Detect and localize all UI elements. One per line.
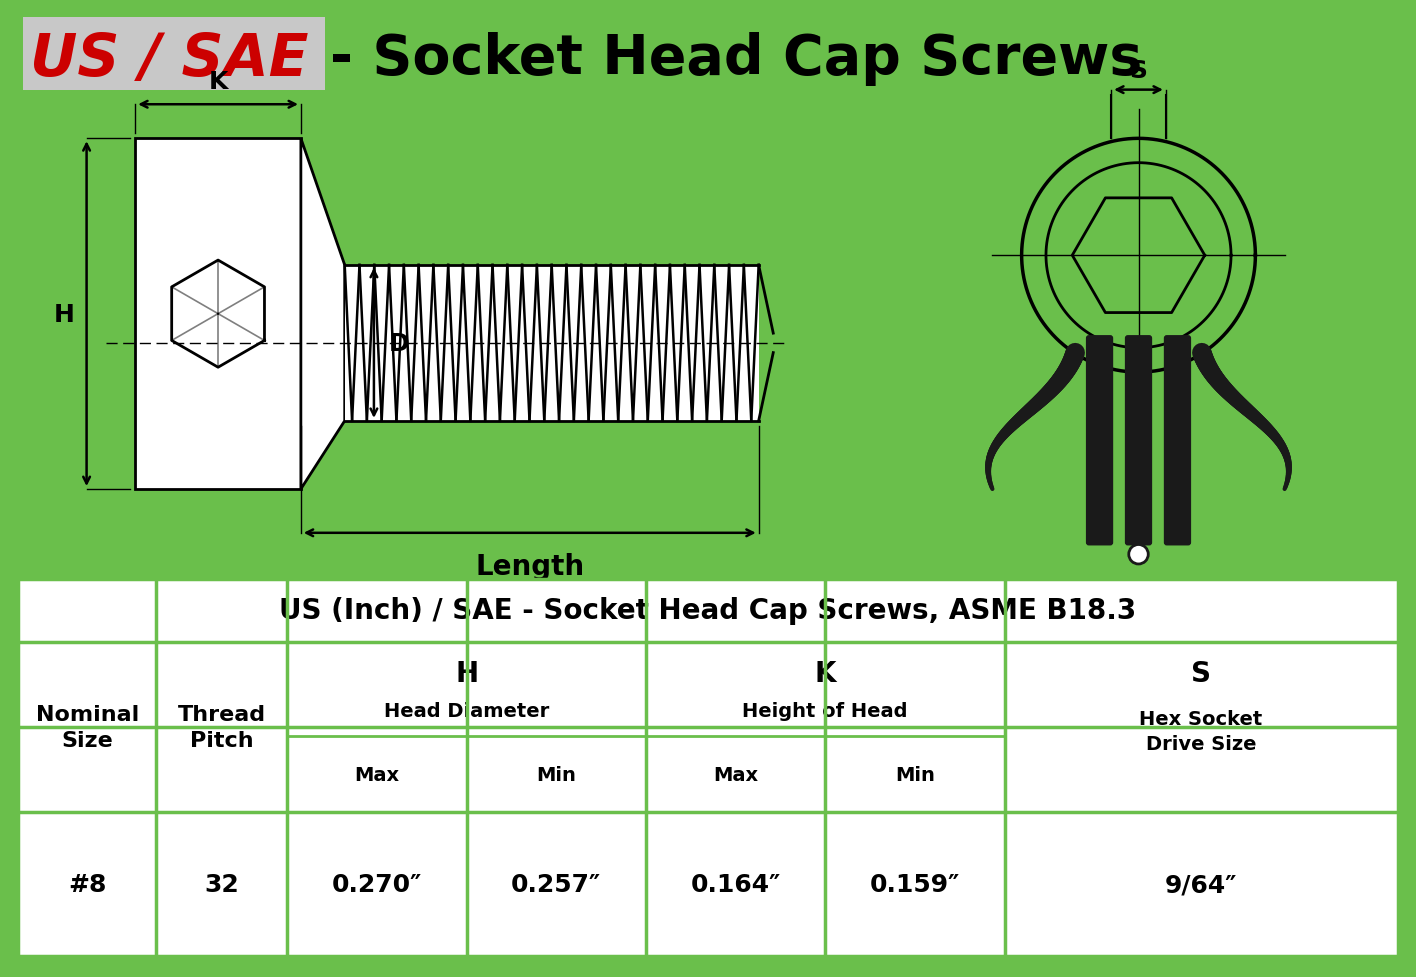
- Text: 0.159″: 0.159″: [869, 872, 960, 897]
- Text: K: K: [208, 69, 228, 94]
- Text: US (Inch) / SAE - Socket Head Cap Screws, ASME B18.3: US (Inch) / SAE - Socket Head Cap Screws…: [279, 597, 1137, 624]
- Text: H: H: [54, 302, 75, 326]
- Bar: [18, 579, 1398, 642]
- Polygon shape: [300, 139, 344, 489]
- Bar: [23, 18, 326, 91]
- Text: Hex Socket
Drive Size: Hex Socket Drive Size: [1140, 708, 1263, 752]
- Text: D: D: [388, 331, 409, 356]
- Text: 0.257″: 0.257″: [511, 872, 602, 897]
- Text: Min: Min: [895, 766, 935, 785]
- Text: #8: #8: [68, 872, 106, 897]
- Text: Length: Length: [476, 553, 585, 580]
- Bar: [136, 139, 300, 489]
- Circle shape: [1129, 545, 1148, 565]
- Bar: [18, 568, 1398, 579]
- Text: US / SAE: US / SAE: [30, 31, 309, 88]
- FancyBboxPatch shape: [1124, 336, 1153, 546]
- Text: Head Diameter: Head Diameter: [384, 701, 549, 720]
- Text: Height of Head: Height of Head: [742, 701, 908, 720]
- FancyBboxPatch shape: [1086, 336, 1113, 546]
- Text: Nominal
Size: Nominal Size: [35, 704, 139, 750]
- Text: 32: 32: [204, 872, 239, 897]
- Bar: [18, 813, 1398, 956]
- Text: Max: Max: [354, 766, 399, 785]
- FancyBboxPatch shape: [1164, 336, 1191, 546]
- Text: S: S: [1130, 59, 1147, 83]
- Text: 0.164″: 0.164″: [691, 872, 780, 897]
- Text: K: K: [814, 658, 835, 687]
- Bar: [18, 642, 1398, 813]
- Text: Thread
Pitch: Thread Pitch: [178, 704, 266, 750]
- Text: MonsterBolts: MonsterBolts: [333, 719, 1083, 816]
- Text: Max: Max: [714, 766, 758, 785]
- Text: 9/64″: 9/64″: [1165, 872, 1238, 897]
- Bar: [344, 266, 759, 421]
- Text: S: S: [1191, 658, 1211, 687]
- Text: H: H: [455, 658, 479, 687]
- Text: Min: Min: [537, 766, 576, 785]
- Text: - Socket Head Cap Screws: - Socket Head Cap Screws: [330, 32, 1143, 86]
- Text: 0.270″: 0.270″: [331, 872, 422, 897]
